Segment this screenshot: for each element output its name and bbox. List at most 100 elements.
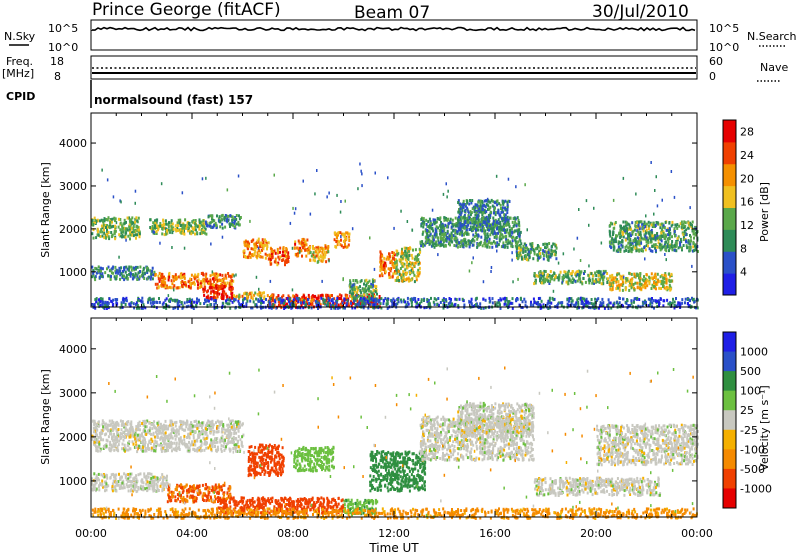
echo-cell <box>618 297 621 300</box>
echo-cell <box>649 300 652 304</box>
echo-cell <box>271 298 274 302</box>
echo-cell <box>374 299 377 303</box>
echo-cell <box>256 245 259 248</box>
echo-cell <box>482 211 485 215</box>
echo-cell <box>429 225 432 229</box>
echo-cell <box>101 226 104 230</box>
echo-cell <box>380 259 383 263</box>
echo-cell <box>101 230 104 234</box>
echo-cell <box>344 235 346 239</box>
echo-cell <box>209 221 212 225</box>
echo-cell <box>137 228 140 232</box>
echo-cell <box>582 276 585 280</box>
echo-cell <box>653 285 655 288</box>
echo-cell <box>193 277 196 281</box>
echo-cell <box>511 220 514 224</box>
echo-cell <box>641 304 644 308</box>
echo-cell <box>106 228 108 232</box>
echo-cell <box>429 232 432 236</box>
echo-cell <box>691 264 693 268</box>
echo-cell <box>515 250 518 254</box>
echo-cell <box>424 229 427 233</box>
echo-cell <box>354 306 357 310</box>
echo-cell <box>257 237 260 241</box>
echo-cell <box>496 199 499 203</box>
echo-cell <box>414 248 417 252</box>
echo-cell <box>226 214 229 218</box>
echo-cell <box>560 304 563 308</box>
echo-cell <box>497 221 500 225</box>
echo-cell <box>469 199 471 202</box>
echo-cell <box>487 199 490 203</box>
echo-cell <box>181 191 184 195</box>
echo-cell <box>484 306 487 310</box>
echo-cell <box>573 303 576 307</box>
echo-cell <box>231 222 233 226</box>
echo-cell <box>225 276 228 280</box>
echo-cell <box>405 264 408 268</box>
echo-cell <box>128 218 131 222</box>
echo-cell <box>156 301 159 304</box>
echo-cell <box>255 254 258 258</box>
echo-cell <box>116 298 119 302</box>
echo-cell <box>242 252 245 256</box>
echo-cell <box>516 216 519 220</box>
echo-cell <box>160 283 163 287</box>
echo-cell <box>138 232 141 236</box>
echo-cell <box>482 280 485 284</box>
echo-cell <box>541 274 544 278</box>
echo-cell <box>427 238 430 241</box>
echo-cell <box>482 220 485 224</box>
echo-cell <box>666 245 669 249</box>
echo-cell <box>602 282 605 286</box>
echo-cell <box>99 300 102 304</box>
echo-cell <box>92 236 95 240</box>
echo-cell <box>694 246 697 249</box>
echo-cell <box>158 300 161 304</box>
echo-cell <box>333 306 336 310</box>
echo-cell <box>629 240 632 244</box>
echo-cell <box>464 216 467 220</box>
echo-cell <box>208 282 210 286</box>
echo-cell <box>610 306 613 310</box>
echo-cell <box>231 286 234 290</box>
echo-cell <box>136 233 138 237</box>
echo-cell <box>270 252 273 256</box>
echo-cell <box>454 297 457 301</box>
echo-cell <box>116 302 119 306</box>
echo-cell <box>617 286 620 290</box>
echo-cell <box>510 242 513 246</box>
echo-cell <box>465 241 467 245</box>
echo-cell <box>545 254 548 258</box>
echo-cell <box>121 274 124 278</box>
echo-cell <box>483 232 486 236</box>
echo-cell <box>135 229 138 233</box>
echo-cell <box>667 240 670 244</box>
echo-cell <box>433 233 436 237</box>
echo-cell <box>428 225 430 229</box>
echo-cell <box>511 245 514 249</box>
echo-cell <box>172 286 175 290</box>
echo-cell <box>556 304 559 308</box>
echo-cell <box>344 238 347 242</box>
echo-cell <box>191 220 194 224</box>
echo-cell <box>348 235 351 239</box>
echo-cell <box>442 303 445 307</box>
echo-cell <box>205 222 208 226</box>
echo-cell <box>634 274 637 278</box>
echo-cell <box>649 240 652 244</box>
echo-cell <box>293 246 296 250</box>
echo-cell <box>660 282 663 286</box>
echo-cell <box>333 297 336 301</box>
echo-cell <box>478 205 481 209</box>
echo-cell <box>519 252 522 256</box>
echo-cell <box>689 234 691 237</box>
echo-cell <box>424 241 427 245</box>
echo-cell <box>405 278 408 282</box>
echo-cell <box>404 300 407 304</box>
echo-cell <box>94 218 97 222</box>
echo-cell <box>614 276 617 280</box>
echo-cell <box>97 269 100 273</box>
echo-cell <box>547 258 550 262</box>
echo-cell <box>195 304 198 307</box>
